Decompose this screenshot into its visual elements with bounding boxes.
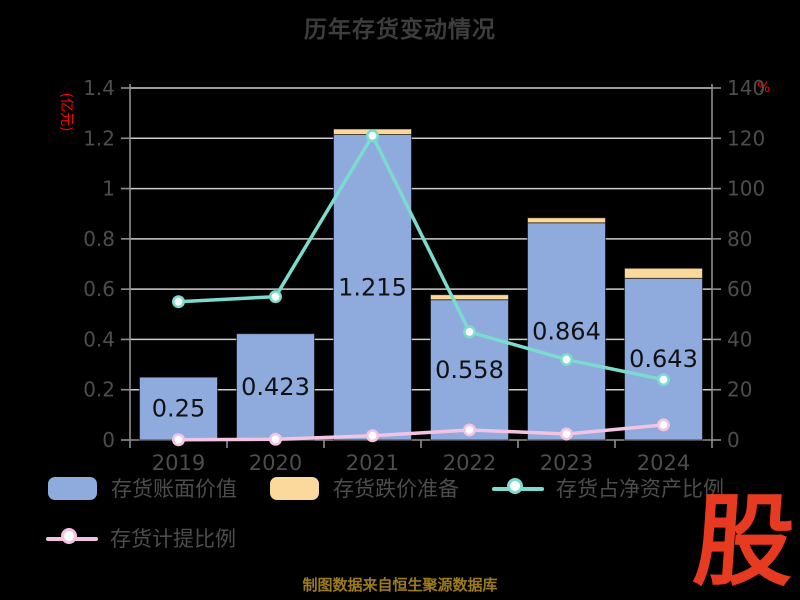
x-category-label: 2021 <box>346 451 399 475</box>
provision-ratio-marker <box>462 423 476 437</box>
x-category-label: 2022 <box>443 451 496 475</box>
legend-item-book-value: 存货账面价值 <box>48 473 237 503</box>
legend-item-depreciation-reserve: 存货跌价准备 <box>270 473 459 503</box>
y-left-tick-label: 0 <box>102 428 115 452</box>
x-category-label: 2024 <box>637 451 690 475</box>
bar-value-label: 0.643 <box>629 345 698 373</box>
bar-value-label: 0.864 <box>532 317 601 345</box>
y-left-tick-label: 1.2 <box>83 126 115 150</box>
y-left-tick-label: 1.4 <box>83 76 115 100</box>
provision-ratio-marker <box>656 418 670 432</box>
bar-book-value <box>624 277 703 441</box>
net-asset-ratio-marker <box>172 295 186 309</box>
y-right-tick-label: 60 <box>727 277 752 301</box>
net-asset-ratio-marker <box>656 373 670 387</box>
bar-value-label: 1.215 <box>338 273 407 301</box>
y-left-tick-label: 0.2 <box>83 378 115 402</box>
bar-cap-depreciation <box>527 217 606 224</box>
legend-label: 存货跌价准备 <box>333 477 459 501</box>
legend-item-provision-ratio: 存货计提比例 <box>46 523 236 553</box>
net-asset-ratio-line <box>176 134 666 382</box>
y-right-tick-label: 80 <box>727 227 752 251</box>
y-right-tick-label: 40 <box>727 327 752 351</box>
y-right-tick-label: 100 <box>727 177 765 201</box>
blue-bar-swatch-icon <box>48 476 97 500</box>
bar-value-label: 0.558 <box>435 356 504 384</box>
legend-row-2: 存货计提比例 <box>46 524 269 552</box>
teal-line-swatch-icon <box>492 477 544 500</box>
x-category-label: 2023 <box>540 451 593 475</box>
right-axis-unit-label: % <box>757 80 771 96</box>
provision-ratio-line <box>176 423 666 442</box>
legend-label: 存货占净资产比例 <box>556 477 724 501</box>
y-right-tick-label: 120 <box>727 126 765 150</box>
net-asset-ratio-marker <box>365 129 379 143</box>
x-category-label: 2019 <box>152 451 205 475</box>
legend-row-1: 存货账面价值 存货跌价准备 存货占净资产比例 <box>48 474 757 502</box>
pink-line-swatch-icon <box>46 527 98 550</box>
chart-title: 历年存货变动情况 <box>304 17 496 43</box>
legend-label: 存货计提比例 <box>110 527 236 551</box>
net-asset-ratio-marker <box>462 325 476 339</box>
legend-item-net-asset-ratio: 存货占净资产比例 <box>492 473 724 503</box>
legend-label: 存货账面价值 <box>111 477 237 501</box>
provision-ratio-marker <box>268 432 282 446</box>
x-category-label: 2020 <box>249 451 302 475</box>
y-right-tick-label: 20 <box>727 378 752 402</box>
net-asset-ratio-marker <box>559 353 573 367</box>
bar-cap-depreciation <box>624 267 703 279</box>
net-asset-ratio-marker <box>268 290 282 304</box>
bar-book-value <box>527 222 606 441</box>
y-left-tick-label: 0.6 <box>83 277 115 301</box>
bar-value-label: 0.423 <box>241 373 310 401</box>
provision-ratio-marker <box>365 429 379 443</box>
y-right-tick-label: 0 <box>727 428 740 452</box>
brand-logo: 股 <box>690 483 799 600</box>
bar-cap-depreciation <box>430 294 509 301</box>
provision-ratio-marker <box>172 433 186 447</box>
y-right-tick-label: 140 <box>727 76 765 100</box>
bar-book-value <box>236 333 315 441</box>
bar-book-value <box>139 376 218 441</box>
provision-ratio-marker <box>559 427 573 441</box>
orange-bar-swatch-icon <box>270 476 319 500</box>
bar-value-label: 0.25 <box>152 395 205 423</box>
y-left-tick-label: 0.8 <box>83 227 115 251</box>
data-source-footer: 制图数据来自恒生聚源数据库 <box>302 576 498 594</box>
y-left-tick-label: 0.4 <box>83 327 115 351</box>
y-left-tick-label: 1 <box>102 177 115 201</box>
